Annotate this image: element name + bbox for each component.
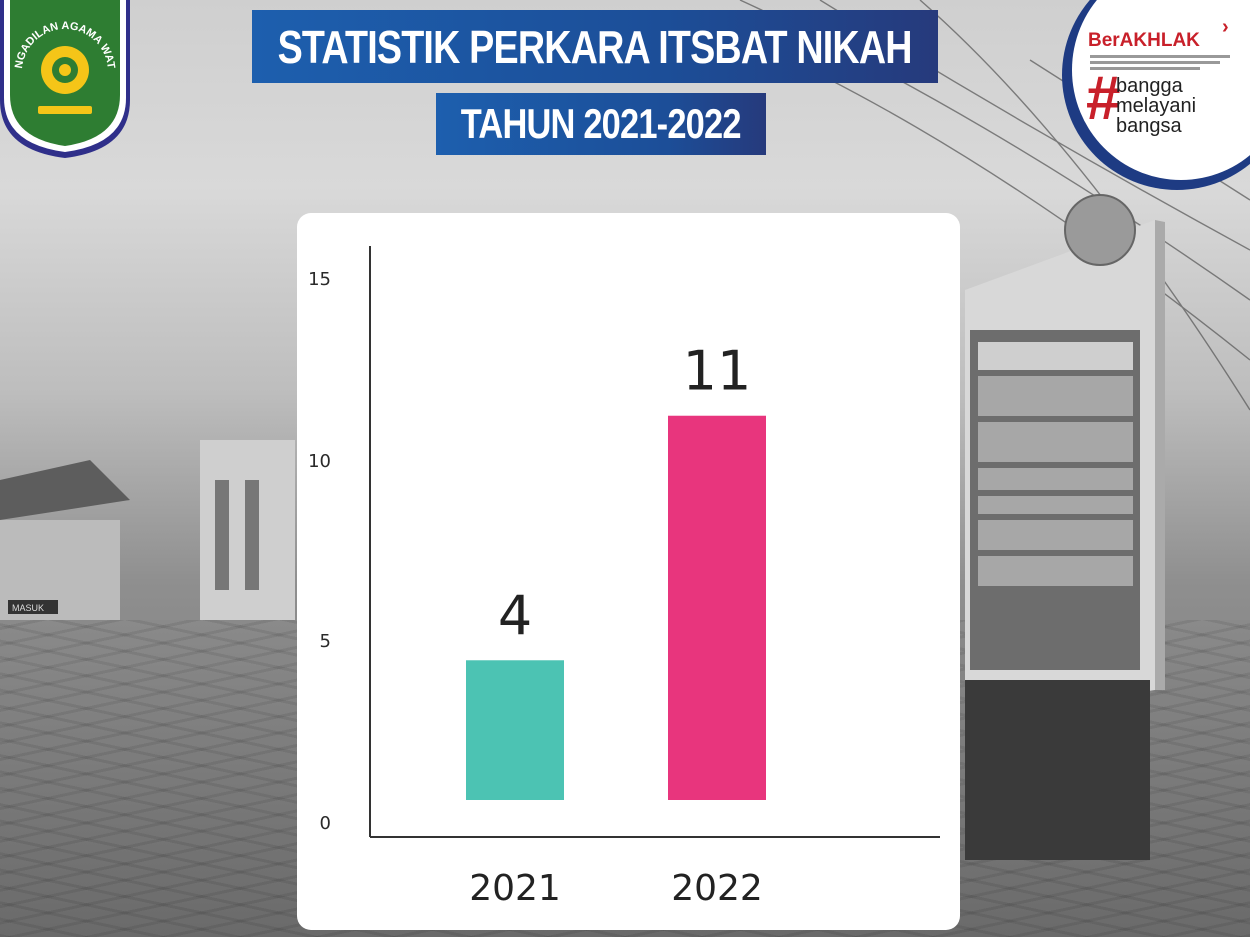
bar-2021: [466, 660, 564, 800]
title-banner: STATISTIK PERKARA ITSBAT NIKAH: [252, 10, 938, 83]
hashtag-icon: #: [1086, 64, 1121, 133]
court-sign-board: [965, 194, 1165, 860]
badge-tagline-2: melayani: [1116, 95, 1197, 117]
gate-label: MASUK: [12, 603, 44, 613]
data-label-2022: 11: [683, 340, 752, 403]
chevron-right-icon: ›: [1222, 16, 1229, 38]
bar-2022: [668, 415, 766, 800]
page-subtitle: TAHUN 2021-2022: [461, 100, 742, 147]
x-tick-label-2022: 2022: [671, 868, 763, 909]
badge-fine-print: [1090, 55, 1240, 70]
badge-tagline-3: bangsa: [1116, 115, 1182, 137]
court-emblem-icon: PENGADILAN AGAMA WATES: [0, 0, 130, 158]
y-tick-label: 0: [320, 813, 331, 834]
y-tick-label: 10: [308, 451, 331, 472]
bar-chart: 0 5 10 15 4 2021 11 2022: [308, 246, 940, 909]
badge-brand: BerAKHLAK: [1088, 30, 1200, 51]
chart-card: 0 5 10 15 4 2021 11 2022: [297, 213, 960, 930]
data-label-2021: 4: [498, 584, 532, 647]
subtitle-banner: TAHUN 2021-2022: [436, 93, 766, 155]
y-tick-label: 15: [308, 269, 331, 290]
page-title: STATISTIK PERKARA ITSBAT NIKAH: [277, 20, 913, 73]
badge-tagline-1: bangga: [1116, 75, 1183, 97]
x-tick-label-2021: 2021: [469, 868, 561, 909]
y-tick-label: 5: [320, 631, 331, 652]
